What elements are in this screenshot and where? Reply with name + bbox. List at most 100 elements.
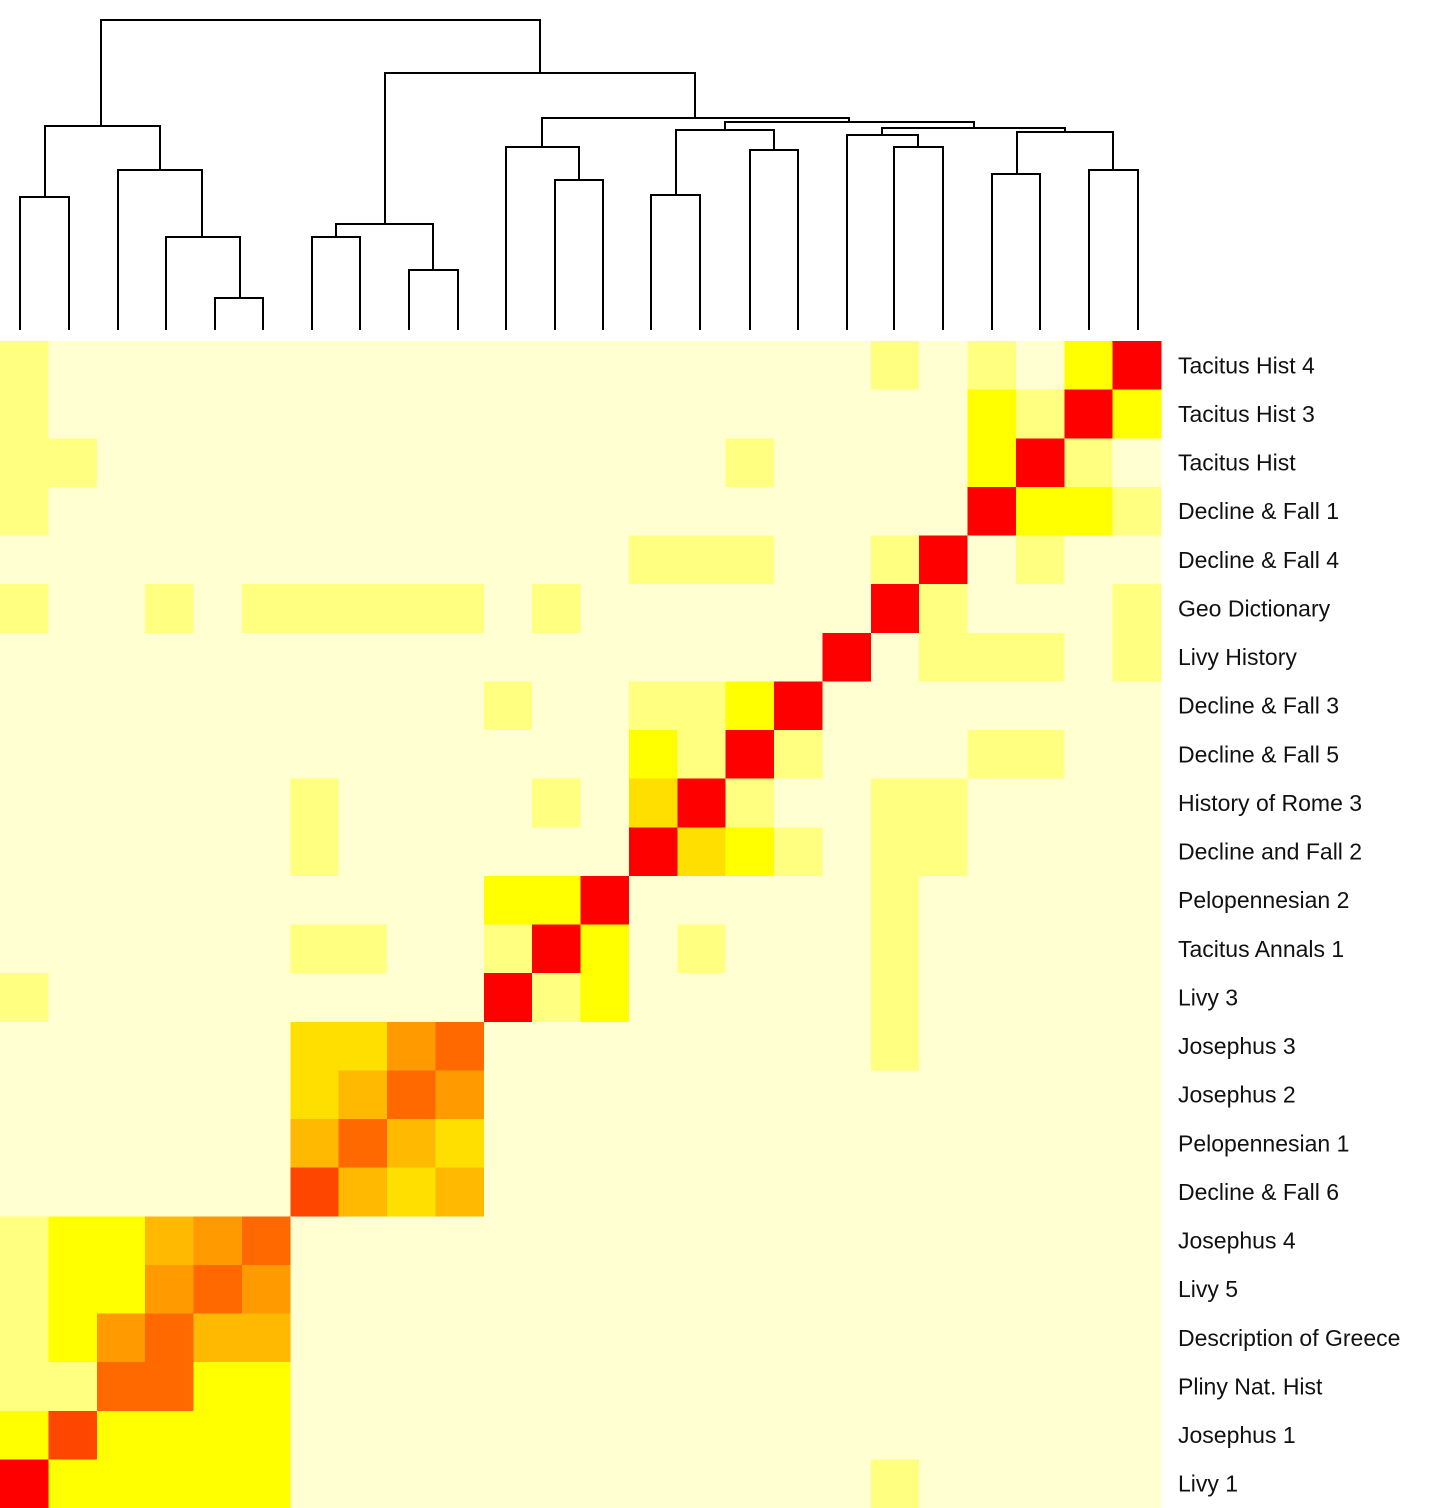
heatmap-cell [1015,341,1065,391]
heatmap-cell [145,778,195,828]
heatmap-cell [48,778,98,828]
heatmap-cell [822,1459,872,1508]
heatmap-cell [338,1313,388,1363]
heatmap-cell [338,1021,388,1071]
heatmap-cell [1015,1021,1065,1071]
heatmap-cell [1064,632,1114,682]
heatmap-cell [96,1410,146,1460]
heatmap-cell [387,778,436,828]
dendrogram-branch [724,121,975,130]
heatmap-cell [580,730,630,780]
heatmap-cell [435,341,485,391]
heatmap-cell [870,1167,920,1217]
heatmap-cell [338,389,388,439]
heatmap-cell [290,1313,340,1363]
heatmap-cell [677,875,727,926]
row-label: Pelopennesian 1 [1178,1130,1349,1156]
heatmap-cell [193,1119,243,1169]
heatmap-cell [1015,1167,1065,1217]
heatmap-cell [338,778,388,828]
heatmap-cell [774,1216,823,1266]
row-label: Decline & Fall 4 [1178,547,1339,573]
heatmap-cell [48,973,98,1023]
heatmap-cell [48,1070,98,1120]
heatmap-cell [725,1216,775,1266]
heatmap-cell [677,632,727,682]
heatmap-cell [435,681,485,731]
heatmap-cell [822,973,872,1023]
heatmap-cell [725,1410,775,1460]
heatmap-cell [387,1410,436,1460]
heatmap-cell [1015,1070,1065,1120]
heatmap-cell [822,681,872,731]
heatmap-cell [580,1021,630,1071]
heatmap-cell [1015,584,1065,634]
heatmap-cell [241,924,291,974]
heatmap-cell [145,973,195,1023]
heatmap-cell [580,1410,630,1460]
heatmap-cell [483,778,533,828]
heatmap-cell [677,1119,727,1169]
heatmap-cell [1015,827,1065,877]
heatmap-cell [822,584,872,634]
heatmap-cell [628,1216,678,1266]
heatmap-cell [1015,389,1065,439]
heatmap-cell [145,486,195,537]
heatmap-cell [677,1410,727,1460]
heatmap-cell [725,389,775,439]
heatmap-cell [1064,1119,1114,1169]
heatmap-cell [580,438,630,488]
heatmap-cell [435,438,485,488]
dendrogram-branch [1088,169,1139,330]
heatmap-cell [193,730,243,780]
heatmap-cell [774,973,823,1023]
heatmap-cell [290,341,340,391]
row-label: Livy 1 [1178,1471,1238,1497]
dendrogram-branch [541,117,850,147]
heatmap-cell [1015,1264,1065,1315]
heatmap-cell [96,1119,146,1169]
heatmap-cell [387,584,436,634]
heatmap-cell [774,535,823,585]
heatmap-cell [435,389,485,439]
heatmap-cell [338,486,388,537]
heatmap-cell [435,1362,485,1412]
row-label: Livy 5 [1178,1276,1238,1302]
heatmap-cell [1015,1410,1065,1460]
heatmap-cell [387,1216,436,1266]
heatmap-cell [1064,1167,1114,1217]
heatmap-cell [241,438,291,488]
heatmap-cell [725,1167,775,1217]
heatmap-cell [48,535,98,585]
heatmap-cell [145,341,195,391]
heatmap-cell [1064,1070,1114,1120]
heatmap-cell [435,535,485,585]
heatmap-cell [483,632,533,682]
heatmap-cell [435,632,485,682]
heatmap-cell [290,389,340,439]
heatmap-cell [919,1070,969,1120]
heatmap-cell [0,973,49,1023]
heatmap-cell [1112,389,1162,439]
heatmap-cell [1064,778,1114,828]
heatmap-cell [193,389,243,439]
heatmap-cell [387,875,436,926]
heatmap-cell [338,730,388,780]
heatmap-cell [725,1264,775,1315]
heatmap-cell [338,973,388,1023]
heatmap-cell [0,924,49,974]
heatmap-cell [628,486,678,537]
heatmap-cell [338,827,388,877]
heatmap-cell [532,730,582,780]
heatmap-cell [774,1410,823,1460]
heatmap-cell [628,1313,678,1363]
heatmap-cell [483,584,533,634]
heatmap-cell [1112,827,1162,877]
heatmap-cell [870,1021,920,1071]
row-label: Decline and Fall 2 [1178,839,1362,865]
heatmap-cell [725,730,775,780]
heatmap-cell [919,1313,969,1363]
heatmap-cell [725,973,775,1023]
heatmap-cell [580,1216,630,1266]
